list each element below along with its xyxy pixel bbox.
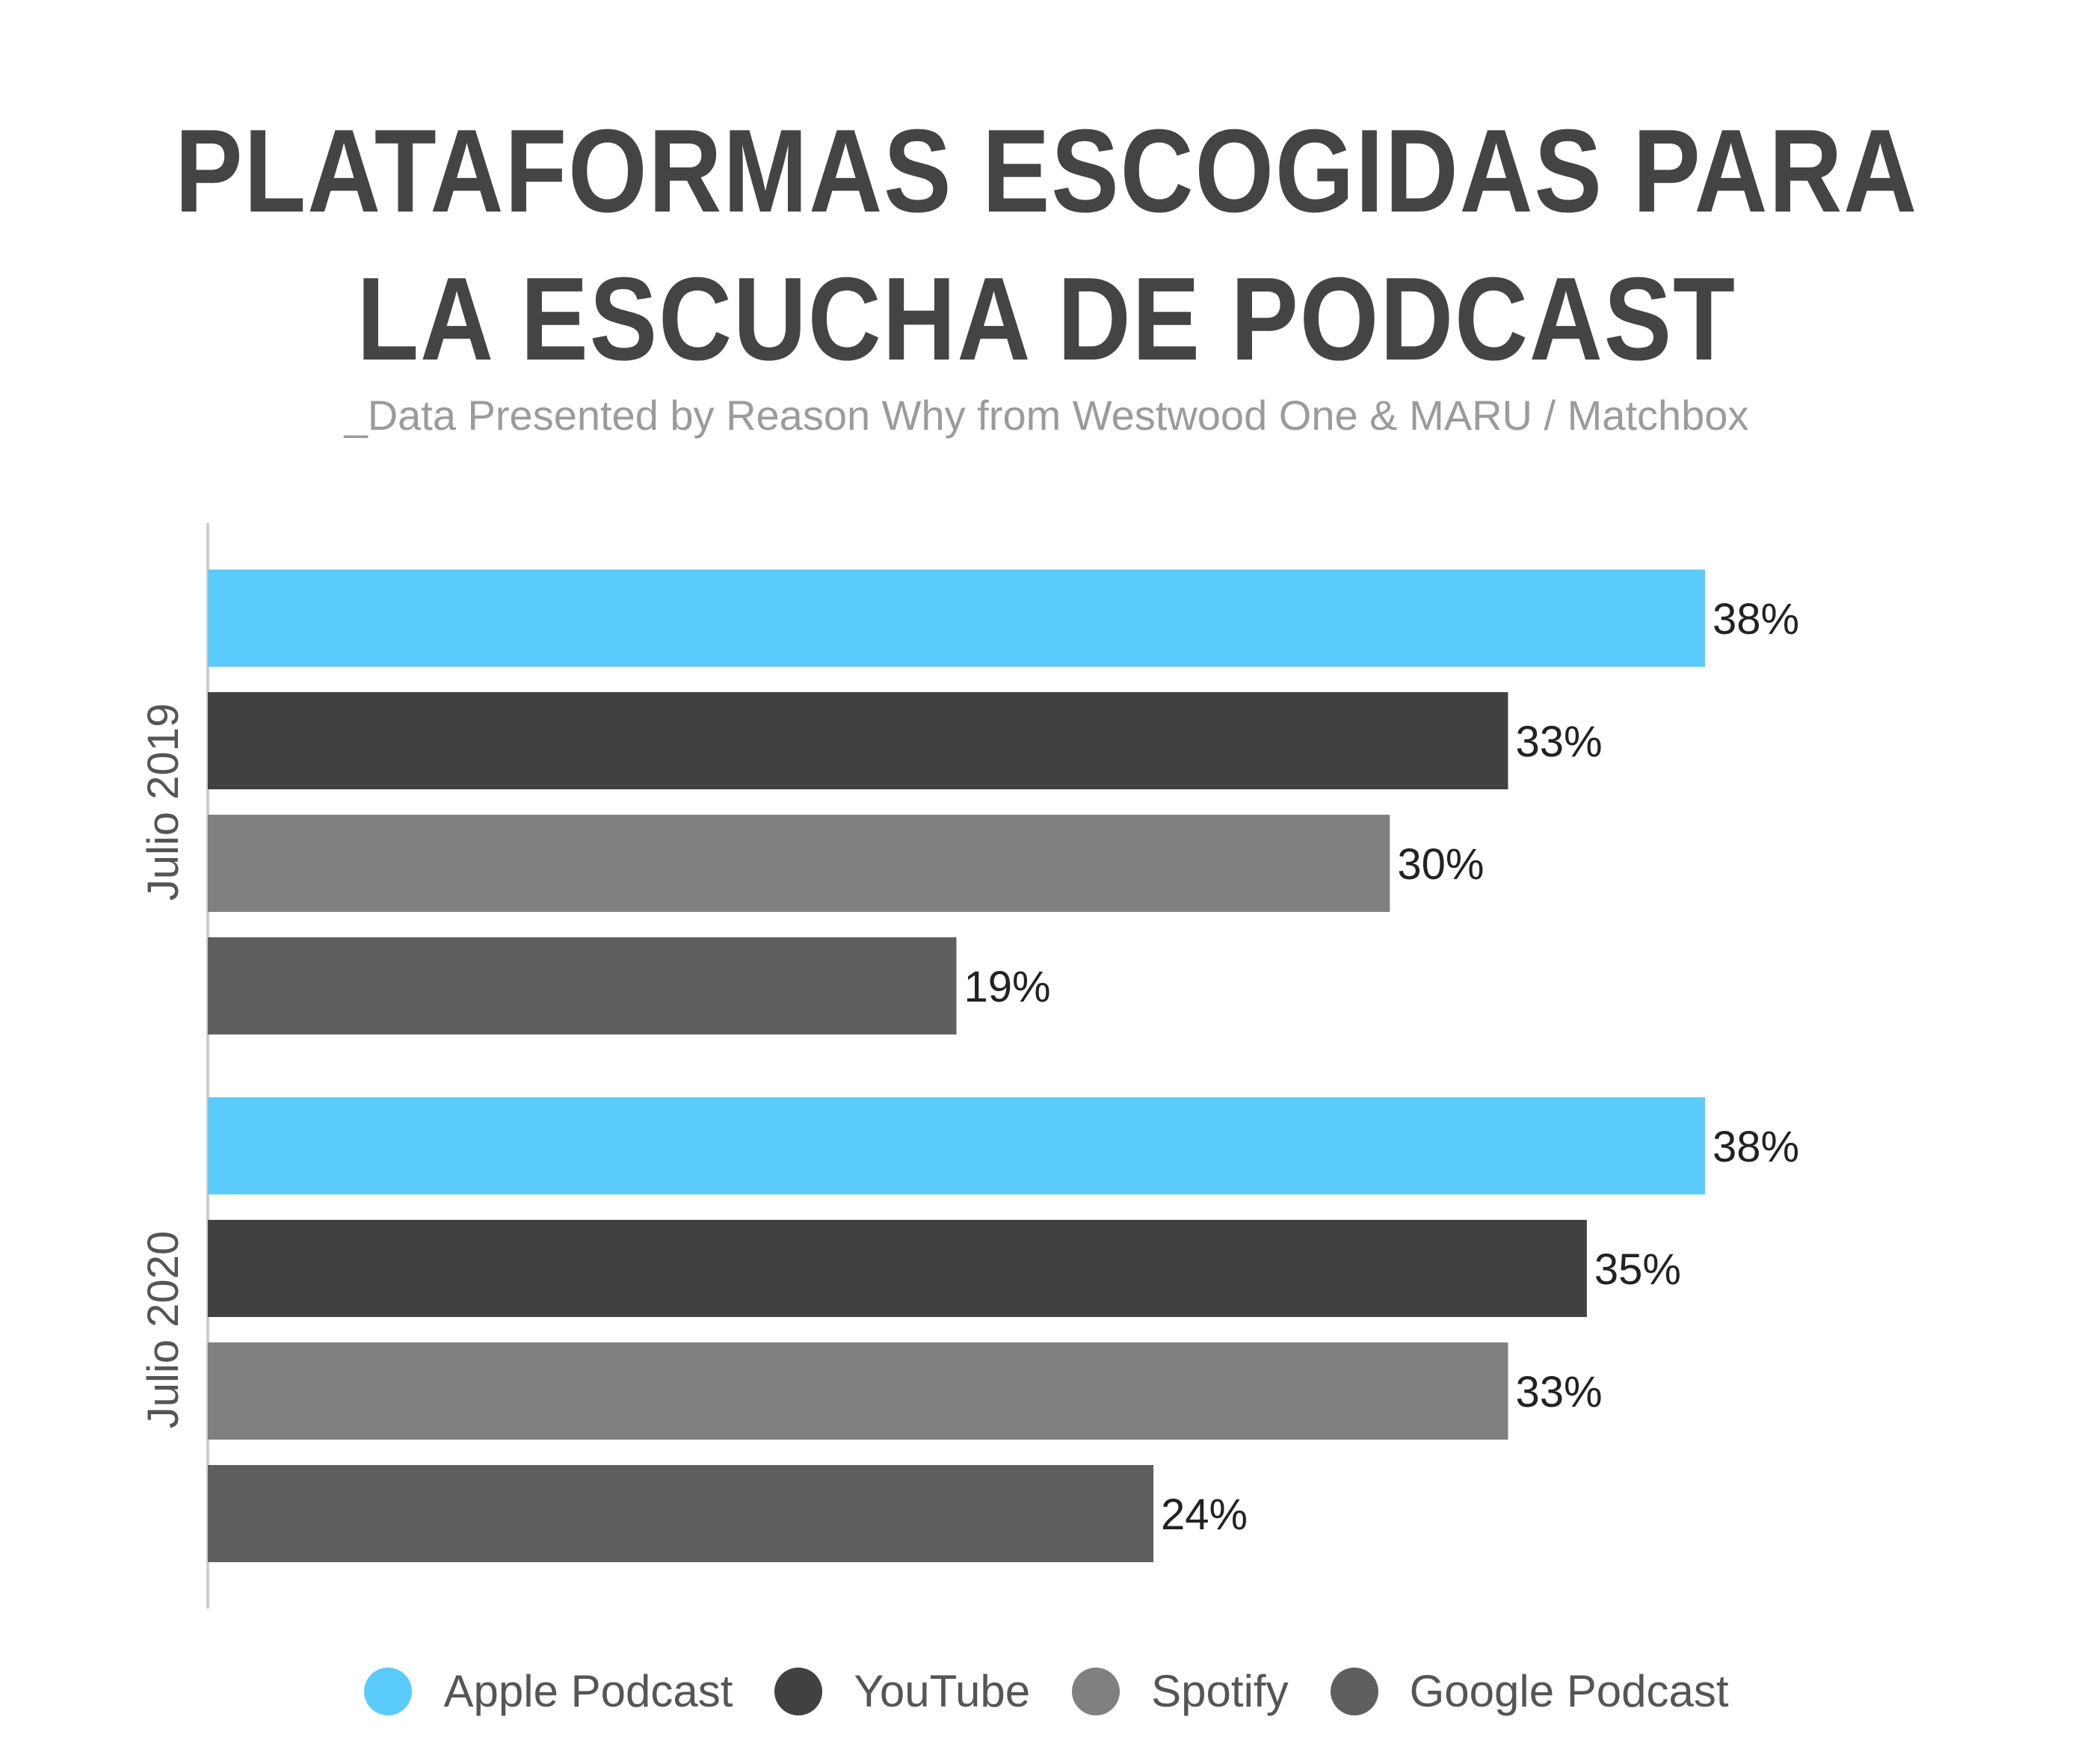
bar-value-label: 35% [1594,1245,1681,1294]
legend-item: YouTube [774,1665,1030,1717]
bar-value-label: 33% [1515,1368,1602,1416]
legend-item: Apple Podcast [364,1665,733,1717]
bar-value-label: 19% [964,963,1051,1011]
chart-legend: Apple Podcast YouTube Spotify Google Podcas… [0,1665,2093,1717]
bar [208,1097,1705,1194]
bar [208,1220,1587,1317]
legend-swatch [364,1667,413,1715]
bar-value-label: 33% [1515,718,1602,766]
bar-value-label: 38% [1713,595,1799,644]
legend-swatch [774,1667,823,1715]
bar [208,815,1390,912]
legend-label: Google Podcast [1409,1666,1729,1716]
legend-item: Google Podcast [1330,1665,1729,1717]
bar [208,692,1508,789]
bar [208,570,1705,667]
chart-title-line-2: LA ESCUCHA DE PODCAST [357,253,1736,385]
category-label: Julio 2020 [139,1231,188,1428]
legend-label: Spotify [1151,1666,1289,1716]
bar [208,937,957,1034]
legend-item: Spotify [1072,1665,1289,1717]
bar-value-label: 24% [1161,1490,1248,1539]
bar [208,1465,1154,1562]
bar-value-label: 30% [1397,840,1484,889]
category-label: Julio 2019 [139,703,188,901]
legend-label: YouTube [854,1666,1031,1716]
chart-title-line-1: PLATAFORMAS ESCOGIDAS PARA [174,105,1919,237]
bar-value-label: 38% [1713,1123,1799,1171]
legend-swatch [1330,1667,1378,1715]
legend-label: Apple Podcast [443,1666,733,1716]
legend-swatch [1072,1667,1121,1715]
chart-subtitle: _Data Presented by Reason Why from Westw… [344,392,1749,439]
bar [208,1342,1508,1440]
